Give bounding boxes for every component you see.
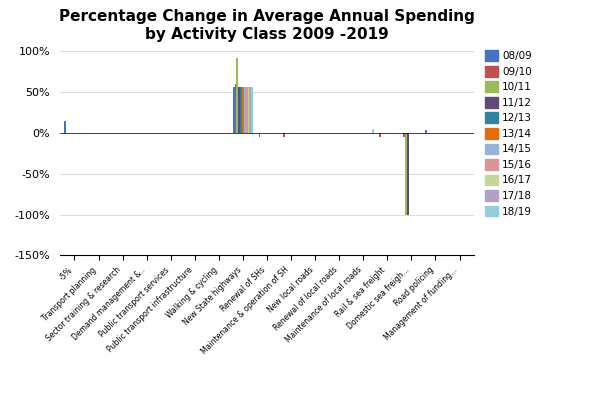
Bar xyxy=(244,87,246,133)
Bar xyxy=(238,87,240,133)
Bar xyxy=(407,133,409,215)
Bar xyxy=(403,133,405,137)
Bar xyxy=(64,121,66,133)
Bar xyxy=(246,87,248,133)
Bar xyxy=(240,87,242,133)
Bar xyxy=(371,129,374,133)
Bar xyxy=(251,87,253,133)
Bar xyxy=(259,133,260,137)
Bar xyxy=(379,133,381,137)
Bar xyxy=(233,87,235,133)
Bar xyxy=(283,133,284,137)
Bar xyxy=(405,133,407,215)
Title: Percentage Change in Average Annual Spending
by Activity Class 2009 -2019: Percentage Change in Average Annual Spen… xyxy=(59,9,475,42)
Bar xyxy=(242,87,244,133)
Bar xyxy=(236,58,238,133)
Legend: 08/09, 09/10, 10/11, 11/12, 12/13, 13/14, 14/15, 15/16, 16/17, 17/18, 18/19: 08/09, 09/10, 10/11, 11/12, 12/13, 13/14… xyxy=(484,48,534,219)
Bar xyxy=(250,87,251,133)
Bar xyxy=(425,130,427,133)
Bar xyxy=(235,84,236,133)
Bar xyxy=(248,87,250,133)
